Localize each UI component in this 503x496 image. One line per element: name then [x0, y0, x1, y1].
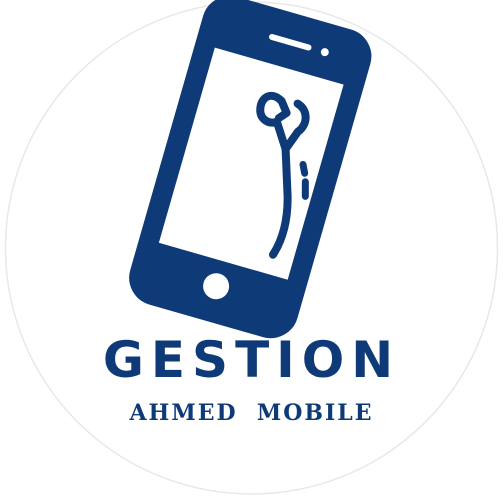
wrench-icon [256, 91, 292, 259]
brand-title: GESTION [102, 331, 401, 389]
phone-home-button [203, 273, 230, 300]
phone-speaker [268, 33, 312, 51]
wrench-jaw [274, 97, 310, 154]
brand-subtitle: AHMED MOBILE [129, 400, 374, 426]
phone-repair-wrench-icon [129, 0, 372, 339]
repair-dash-marks [299, 160, 309, 200]
phone-camera [320, 48, 329, 57]
phone-top-bezel [205, 5, 362, 88]
